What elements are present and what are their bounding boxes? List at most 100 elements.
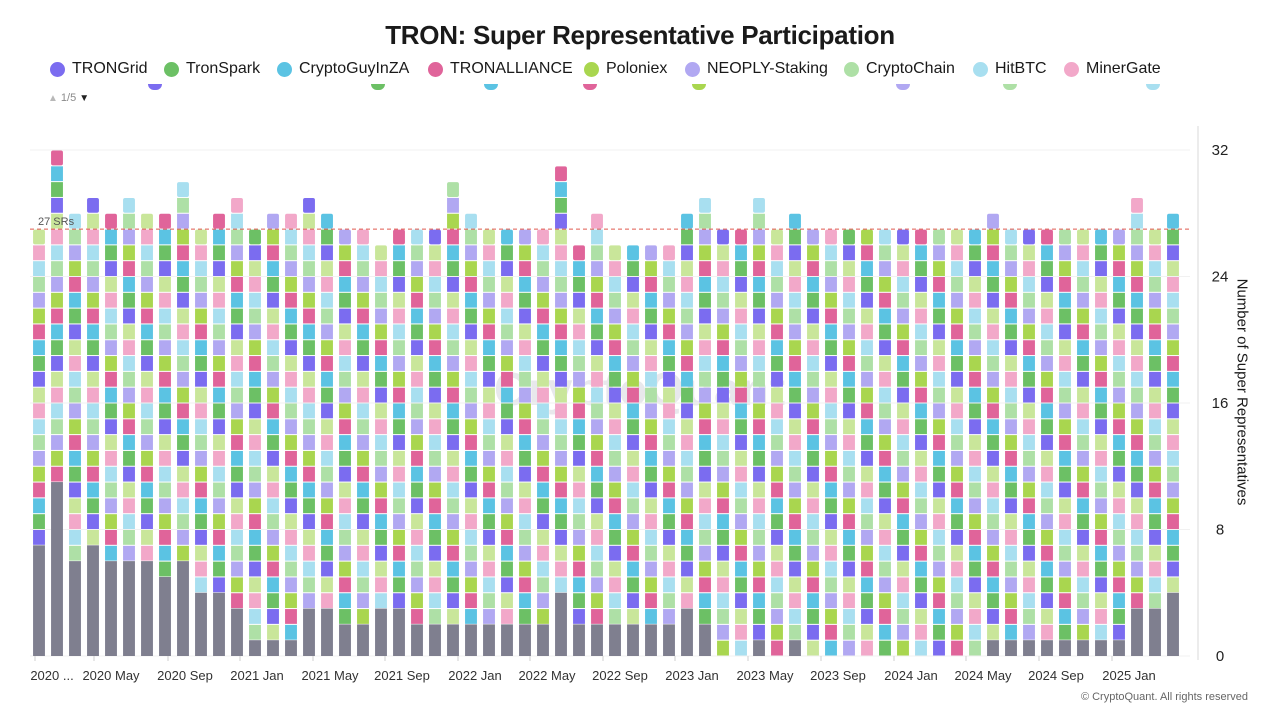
bar-segment [105, 450, 117, 466]
bar-segment [627, 577, 639, 593]
bar-segment [537, 450, 549, 466]
bar-segment [1077, 356, 1089, 371]
bar-segment [717, 466, 729, 482]
x-tick-label: 2023 Jan [665, 668, 719, 683]
bar-segment [483, 308, 495, 324]
legend-item[interactable]: NEOPLY-Staking [685, 60, 828, 78]
bar-segment [753, 324, 765, 340]
legend-item[interactable]: CryptoChain [844, 60, 955, 78]
bar-segment [1077, 229, 1089, 245]
bar-segment [1131, 482, 1143, 498]
bar-segment [141, 356, 153, 371]
bar-segment [447, 498, 459, 514]
bar-segment [843, 530, 855, 545]
bar-segment [159, 482, 171, 498]
legend-item[interactable]: Poloniex [584, 60, 667, 78]
bar-segment [429, 593, 441, 609]
bar-segment [915, 403, 927, 419]
bar-segment [483, 403, 495, 419]
bar-segment [519, 435, 531, 450]
bar-segment [699, 450, 711, 466]
bar-segment [591, 213, 603, 229]
bar-segment [357, 324, 369, 340]
bar-segment [915, 277, 927, 292]
bar-segment [249, 277, 261, 292]
bar-segment [105, 308, 117, 324]
bar-segment [123, 514, 135, 529]
bar-segment [699, 403, 711, 419]
bar-segment [1041, 498, 1053, 514]
bar-segment [303, 387, 315, 403]
bar-segment [105, 403, 117, 419]
bar-segment [483, 498, 495, 514]
legend-prev-page-icon[interactable]: ▲ [48, 92, 58, 104]
bar-segment [537, 498, 549, 514]
bar-segment [735, 261, 747, 276]
bar-segment [285, 530, 297, 545]
bar-segment-other [447, 624, 459, 656]
bar-segment [411, 245, 423, 261]
x-tick-label: 2024 Jan [884, 668, 938, 683]
bar-segment [1131, 197, 1143, 213]
bar-segment [537, 403, 549, 419]
bar-segment [1149, 593, 1161, 609]
legend-item[interactable]: HitBTC [973, 60, 1047, 78]
bar-segment [555, 403, 567, 419]
bar-segment [177, 371, 189, 387]
legend-swatch [844, 61, 859, 77]
bar-segment [807, 340, 819, 356]
bar-segment [699, 419, 711, 435]
bar-segment [1059, 371, 1071, 387]
bar-segment [573, 340, 585, 356]
legend-next-page-icon[interactable]: ▼ [79, 92, 90, 104]
bar-segment [951, 482, 963, 498]
bar-segment [861, 387, 873, 403]
bar-segment [843, 545, 855, 561]
bar-segment [969, 624, 981, 640]
bar-segment [627, 482, 639, 498]
bar-segment [393, 435, 405, 450]
legend-item[interactable]: CryptoGuyInZA [277, 60, 409, 78]
bar-segment [717, 482, 729, 498]
bar-segment-other [141, 561, 153, 656]
bar-segment [609, 340, 621, 356]
bar-segment [555, 530, 567, 545]
bar-segment [681, 435, 693, 450]
legend-item[interactable]: TRONALLIANCE [428, 60, 573, 78]
bar-segment [609, 261, 621, 276]
bar-segment [573, 450, 585, 466]
bar-segment [501, 514, 513, 529]
legend-next-row-hint [148, 84, 162, 90]
bar-segment [933, 561, 945, 577]
bar-segment [375, 545, 387, 561]
bar-segment [807, 403, 819, 419]
bar-segment [1005, 387, 1017, 403]
bar-segment [303, 450, 315, 466]
bar-segment [429, 403, 441, 419]
bar-segment [267, 450, 279, 466]
bar-segment [573, 466, 585, 482]
bar-segment [177, 419, 189, 435]
bar-segment [627, 561, 639, 577]
bar-segment [591, 593, 603, 609]
bar-segment [213, 498, 225, 514]
bar-segment [285, 514, 297, 529]
bar-segment [195, 324, 207, 340]
bar-segment [1005, 561, 1017, 577]
bar-segment [861, 577, 873, 593]
bar-segment [483, 292, 495, 308]
legend-item[interactable]: TronSpark [164, 60, 260, 78]
legend-item[interactable]: MinerGate [1064, 60, 1161, 78]
bar-segment [51, 182, 63, 197]
bar-segment-other [1167, 592, 1179, 656]
bar-segment [591, 466, 603, 482]
bar-segment [807, 387, 819, 403]
legend-item[interactable]: TRONGrid [50, 60, 148, 78]
bar-segment [213, 577, 225, 593]
bar-segment [429, 435, 441, 450]
bar-segment [1167, 213, 1179, 229]
bar-segment [843, 356, 855, 371]
bar-segment [933, 640, 945, 656]
bar-segment [51, 435, 63, 450]
bar-segment [375, 419, 387, 435]
